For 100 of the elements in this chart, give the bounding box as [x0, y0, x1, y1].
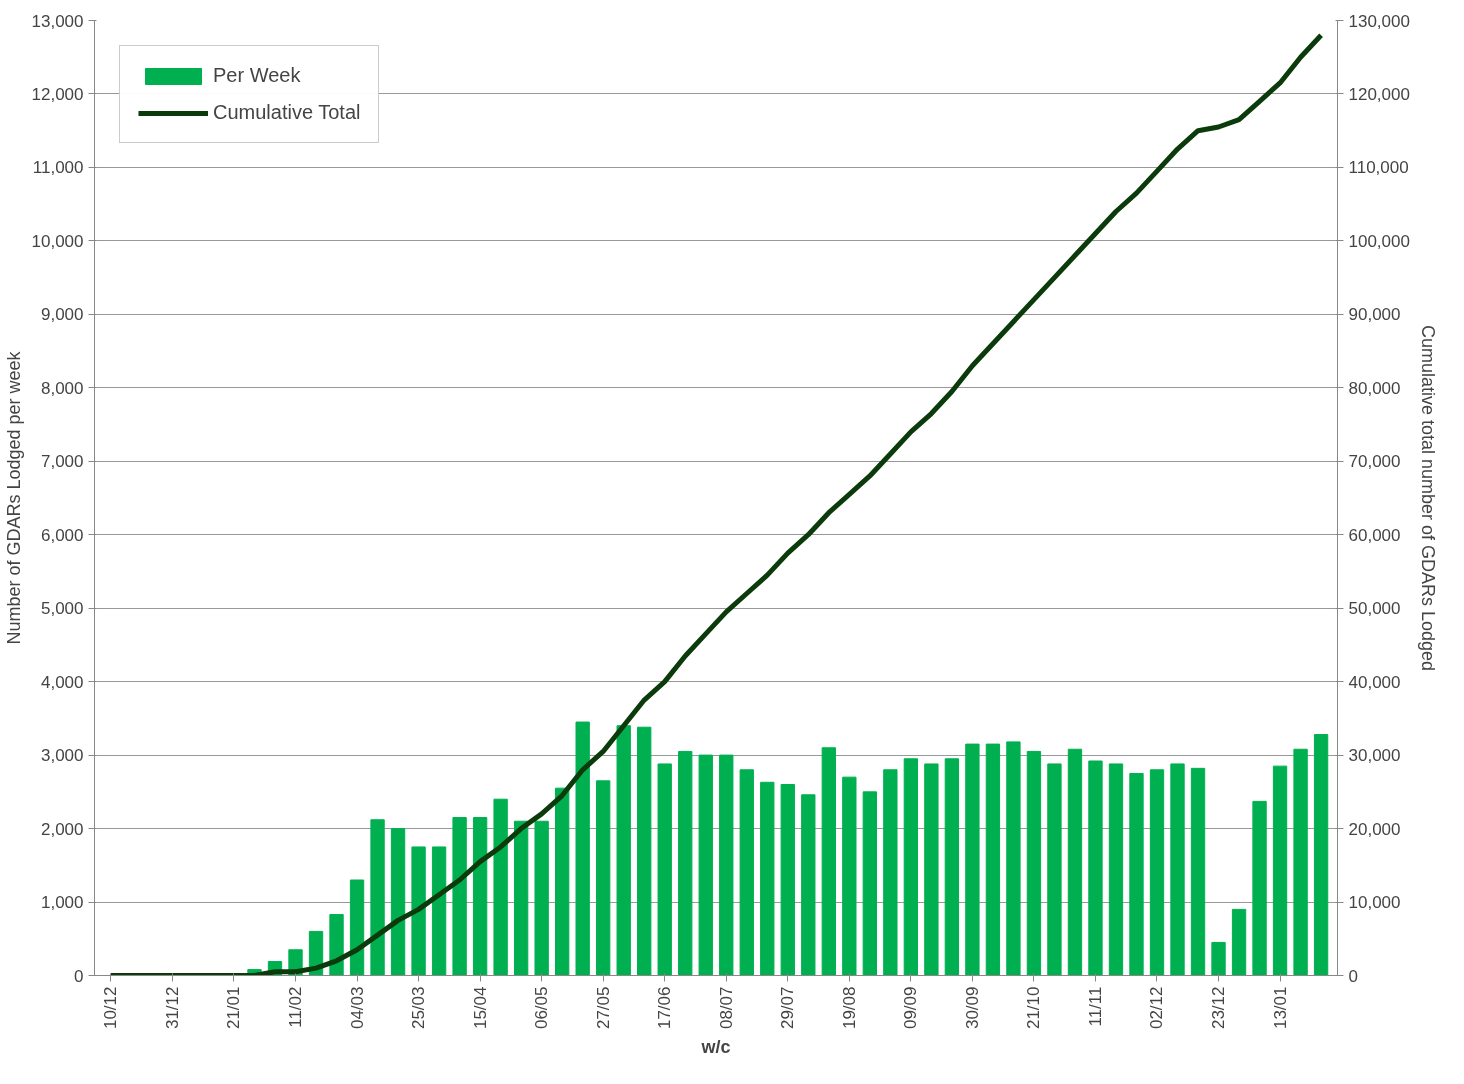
bar: [555, 787, 570, 976]
bar: [1006, 741, 1021, 976]
x-tick-label: 21/01: [224, 986, 244, 1030]
x-tick-label: 13/01: [1270, 986, 1290, 1030]
x-axis-title: w/c: [700, 1037, 731, 1058]
bar: [1190, 767, 1206, 976]
x-tick-label: 09/09: [901, 986, 921, 1030]
x-tick-label: 17/06: [655, 986, 675, 1030]
bar: [390, 828, 406, 976]
bar: [1252, 800, 1267, 976]
bar: [739, 769, 754, 976]
y2-tick-label: 50,000: [1348, 599, 1401, 619]
bar: [1170, 763, 1185, 976]
x-tick-label: 19/08: [839, 986, 859, 1030]
y2-tick-label: 40,000: [1348, 672, 1401, 692]
bar: [575, 721, 590, 976]
bar: [883, 769, 898, 976]
y2-tick-label: 70,000: [1348, 452, 1401, 472]
bar: [349, 879, 365, 976]
bar: [1231, 908, 1247, 976]
x-tick-label: 10/12: [101, 986, 121, 1030]
bar: [760, 781, 775, 976]
y2-tick-label: 80,000: [1348, 378, 1401, 398]
y-axis-title: Number of GDARs Lodged per week: [3, 350, 24, 645]
bar: [924, 763, 939, 976]
bar: [1129, 772, 1144, 976]
y-tick-label: 3,000: [40, 746, 84, 766]
x-tick-label: 31/12: [162, 986, 182, 1030]
y-tick-label: 6,000: [40, 525, 84, 545]
bar: [821, 747, 836, 976]
bar: [329, 914, 344, 976]
x-tick-label: 11/11: [1085, 986, 1105, 1027]
bar: [862, 791, 877, 976]
legend-label: Cumulative Total: [213, 101, 361, 124]
bar: [431, 846, 447, 976]
bar: [1088, 760, 1103, 976]
x-tick-label: 21/10: [1024, 986, 1044, 1030]
y2-tick-label: 10,000: [1348, 893, 1401, 913]
bar: [534, 820, 549, 976]
y2-tick-label: 100,000: [1348, 231, 1410, 251]
y-tick-label: 13,000: [31, 11, 84, 31]
bar: [616, 725, 631, 976]
legend-label: Per Week: [213, 64, 301, 87]
x-tick-label: 04/03: [347, 986, 367, 1030]
bar: [493, 798, 508, 976]
y-tick-label: 10,000: [31, 231, 84, 251]
y-tick-label: 9,000: [40, 305, 84, 325]
y2-tick-label: 110,000: [1348, 158, 1409, 178]
x-tick-label: 29/07: [778, 986, 798, 1030]
bar: [1026, 750, 1042, 976]
x-tick-label: 11/02: [286, 986, 306, 1028]
y-tick-label: 7,000: [40, 452, 84, 472]
y2-tick-label: 90,000: [1348, 305, 1401, 325]
bar: [944, 758, 960, 976]
bar: [719, 754, 734, 976]
bar: [985, 743, 1001, 976]
bar: [1272, 765, 1288, 976]
y2-tick-label: 0: [1348, 966, 1358, 986]
x-tick-label: 27/05: [593, 986, 613, 1030]
y-tick-label: 2,000: [40, 819, 84, 839]
bar: [370, 819, 385, 976]
y-tick-label: 5,000: [40, 599, 84, 619]
x-tick-label: 06/05: [532, 986, 552, 1030]
y2-tick-label: 60,000: [1348, 525, 1401, 545]
bar: [1293, 748, 1308, 976]
y2-tick-label: 30,000: [1348, 746, 1401, 766]
bar: [657, 763, 672, 976]
y2-tick-label: 120,000: [1348, 84, 1410, 104]
bar: [780, 784, 795, 976]
y2-tick-label: 20,000: [1348, 819, 1401, 839]
bar: [965, 743, 980, 976]
x-tick-label: 02/12: [1147, 986, 1167, 1030]
x-tick-label: 25/03: [409, 986, 429, 1030]
y-tick-label: 12,000: [31, 84, 84, 104]
bar: [637, 726, 652, 976]
bar: [1313, 734, 1329, 976]
bar: [596, 780, 611, 976]
x-tick-label: 08/07: [716, 986, 736, 1030]
bar: [903, 758, 919, 976]
bar: [1047, 763, 1062, 976]
y-tick-label: 8,000: [40, 378, 84, 398]
bar: [1149, 769, 1165, 976]
bar: [801, 794, 816, 976]
bar: [513, 820, 529, 976]
y-tick-label: 1,000: [40, 893, 84, 913]
bar: [678, 750, 693, 976]
y-tick-label: 0: [74, 966, 84, 986]
x-tick-label: 30/09: [962, 986, 982, 1030]
bar: [452, 817, 467, 976]
y2-axis-title: Cumulative total number of GDARs Lodged: [1417, 324, 1438, 672]
x-tick-label: 23/12: [1209, 986, 1229, 1030]
bar: [842, 776, 857, 976]
bar: [698, 754, 713, 976]
bar: [472, 817, 488, 976]
y-tick-label: 11,000: [32, 158, 84, 178]
bar: [1067, 748, 1083, 976]
bar: [1108, 763, 1124, 976]
y-tick-label: 4,000: [40, 672, 84, 692]
bar: [1211, 941, 1226, 976]
bar: [411, 846, 426, 976]
